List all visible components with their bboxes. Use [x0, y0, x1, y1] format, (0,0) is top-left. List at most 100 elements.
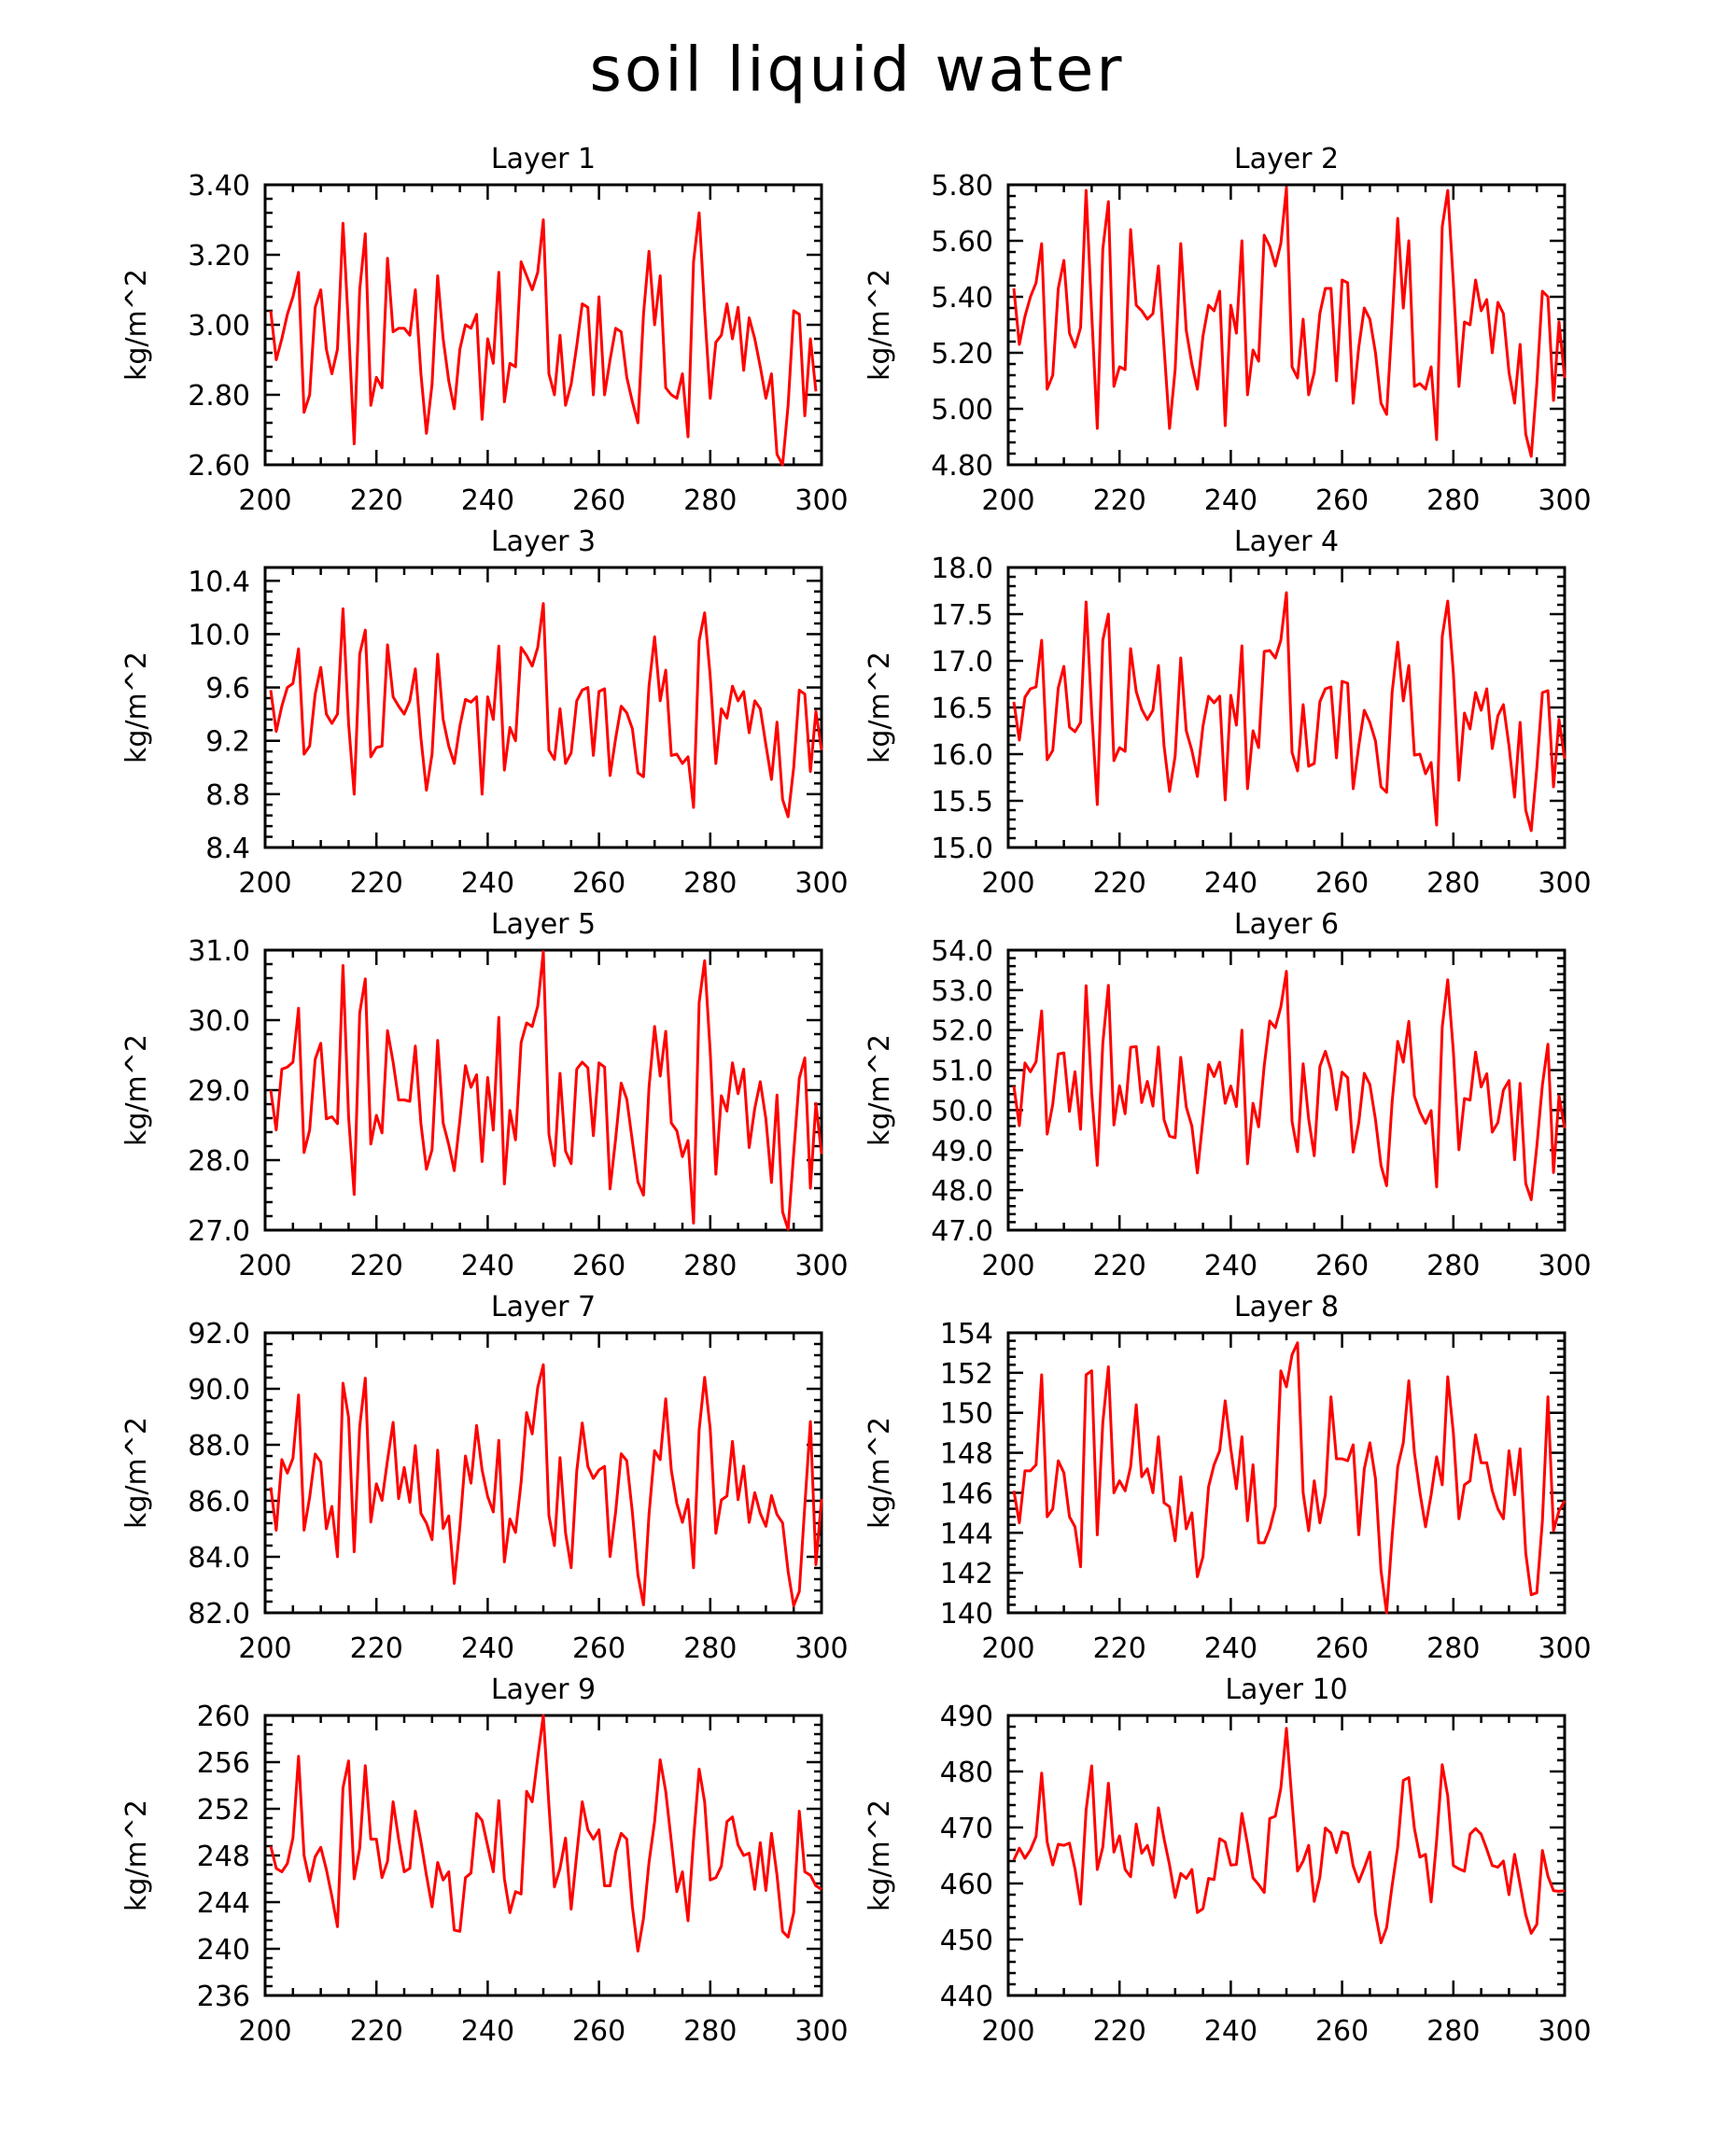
y-tick-label: 90.0 — [188, 1374, 250, 1407]
y-tick-label: 27.0 — [188, 1215, 250, 1248]
series-line — [1012, 591, 1566, 833]
x-tick-label: 200 — [238, 484, 291, 517]
x-tick-label: 200 — [981, 1250, 1034, 1282]
chart-panel-4: Layer 4 kg/m^2 200 220 240 260 280 300 15.0 15.5 1… — [864, 525, 1592, 900]
y-tick-label: 15.0 — [931, 833, 993, 865]
y-tick-label: 148 — [940, 1438, 993, 1471]
panel-title: Layer 3 — [491, 525, 596, 558]
series-line — [1012, 1341, 1566, 1615]
y-axis-label: kg/m^2 — [864, 269, 896, 381]
y-axis-label: kg/m^2 — [864, 1417, 896, 1529]
y-tick-label: 88.0 — [188, 1430, 250, 1463]
y-tick-label: 84.0 — [188, 1542, 250, 1575]
x-tick-label: 200 — [238, 867, 291, 900]
x-tick-label: 240 — [461, 1632, 514, 1665]
x-tick-label: 240 — [1204, 1632, 1257, 1665]
series-line — [269, 211, 818, 467]
y-axis-label: kg/m^2 — [120, 1034, 153, 1146]
y-tick-label: 5.40 — [931, 282, 993, 315]
x-tick-label: 240 — [461, 2015, 514, 2048]
y-tick-label: 82.0 — [188, 1598, 250, 1631]
panel-title: Layer 9 — [491, 1673, 596, 1706]
y-tick-label: 51.0 — [931, 1056, 993, 1088]
x-tick-label: 300 — [794, 2015, 848, 2048]
y-tick-label: 48.0 — [931, 1175, 993, 1208]
x-tick-label: 220 — [1093, 867, 1146, 900]
y-axis-label: kg/m^2 — [120, 1799, 153, 1911]
y-tick-label: 3.00 — [188, 310, 250, 343]
y-tick-label: 146 — [940, 1477, 993, 1510]
x-tick-label: 260 — [1315, 867, 1369, 900]
x-tick-label: 220 — [1093, 2015, 1146, 2048]
y-tick-label: 480 — [940, 1757, 993, 1789]
y-tick-label: 154 — [940, 1318, 993, 1351]
y-tick-label: 440 — [940, 1981, 993, 2013]
chart-panel-9: Layer 9 kg/m^2 200 220 240 260 280 300 236 240 244… — [120, 1673, 849, 2048]
x-tick-label: 220 — [1093, 1632, 1146, 1665]
x-tick-label: 260 — [1315, 1632, 1369, 1665]
x-tick-label: 300 — [794, 1250, 848, 1282]
y-tick-label: 240 — [197, 1934, 250, 1967]
y-tick-label: 17.5 — [931, 599, 993, 632]
x-tick-label: 260 — [1315, 484, 1369, 517]
y-tick-label: 150 — [940, 1398, 993, 1431]
chart-panel-7: Layer 7 kg/m^2 200 220 240 260 280 300 82.0 84.0 8… — [120, 1291, 849, 1665]
y-tick-label: 248 — [197, 1841, 250, 1873]
x-tick-label: 240 — [461, 867, 514, 900]
series-line — [1012, 1727, 1566, 1945]
y-tick-label: 236 — [197, 1981, 250, 2013]
plot-frame — [1006, 1714, 1566, 1997]
y-tick-label: 31.0 — [188, 935, 250, 968]
chart-panel-8: Layer 8 kg/m^2 200 220 240 260 280 300 140 142 144… — [864, 1291, 1592, 1665]
chart-panel-2: Layer 2 kg/m^2 200 220 240 260 280 300 4.80 5.00 5… — [864, 143, 1592, 517]
y-tick-label: 8.4 — [205, 833, 250, 865]
x-tick-label: 260 — [572, 1632, 625, 1665]
y-tick-label: 5.80 — [931, 170, 993, 203]
x-tick-label: 300 — [794, 867, 848, 900]
y-axis-label: kg/m^2 — [120, 1417, 153, 1529]
x-tick-label: 200 — [981, 2015, 1034, 2048]
y-tick-label: 92.0 — [188, 1318, 250, 1351]
y-tick-label: 152 — [940, 1358, 993, 1391]
x-tick-label: 240 — [1204, 484, 1257, 517]
y-axis-label: kg/m^2 — [864, 1034, 896, 1146]
y-tick-label: 140 — [940, 1598, 993, 1631]
y-tick-label: 47.0 — [931, 1215, 993, 1248]
x-tick-label: 280 — [683, 1250, 737, 1282]
x-tick-label: 300 — [1538, 867, 1591, 900]
x-tick-label: 260 — [572, 2015, 625, 2048]
y-tick-label: 490 — [940, 1701, 993, 1733]
y-tick-label: 5.20 — [931, 338, 993, 371]
x-tick-label: 300 — [794, 484, 848, 517]
x-tick-label: 300 — [794, 1632, 848, 1665]
x-tick-label: 280 — [1426, 1250, 1480, 1282]
x-tick-label: 300 — [1538, 2015, 1591, 2048]
x-tick-label: 240 — [1204, 867, 1257, 900]
x-tick-label: 200 — [238, 1250, 291, 1282]
x-tick-label: 260 — [1315, 1250, 1369, 1282]
y-tick-label: 3.20 — [188, 240, 250, 273]
x-tick-label: 200 — [238, 1632, 291, 1665]
y-tick-label: 30.0 — [188, 1005, 250, 1038]
panel-title: Layer 8 — [1234, 1291, 1339, 1323]
x-tick-label: 240 — [461, 484, 514, 517]
y-axis-label: kg/m^2 — [864, 651, 896, 763]
y-tick-label: 10.0 — [188, 619, 250, 651]
y-axis-label: kg/m^2 — [120, 269, 153, 381]
figure-title: soil liquid water — [589, 34, 1125, 105]
y-tick-label: 5.60 — [931, 226, 993, 259]
y-axis-label: kg/m^2 — [120, 651, 153, 763]
x-tick-label: 200 — [238, 2015, 291, 2048]
y-tick-label: 4.80 — [931, 450, 993, 483]
x-tick-label: 280 — [683, 867, 737, 900]
panel-title: Layer 6 — [1234, 908, 1339, 941]
series-line — [269, 1363, 823, 1607]
x-tick-label: 300 — [1538, 484, 1591, 517]
x-tick-label: 280 — [1426, 484, 1480, 517]
y-tick-label: 53.0 — [931, 975, 993, 1008]
y-tick-label: 5.00 — [931, 394, 993, 427]
y-tick-label: 450 — [940, 1925, 993, 1957]
chart-panel-5: Layer 5 kg/m^2 200 220 240 260 280 300 27.0 28.0 2… — [120, 908, 849, 1282]
y-tick-label: 86.0 — [188, 1486, 250, 1519]
y-tick-label: 244 — [197, 1887, 250, 1920]
